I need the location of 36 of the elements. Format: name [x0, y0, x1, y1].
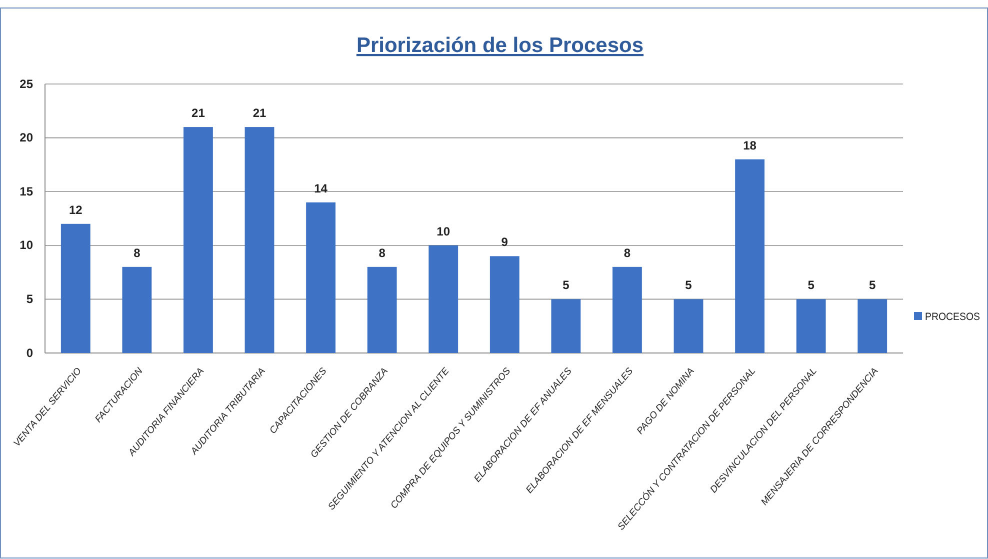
data-label: 5	[562, 278, 570, 292]
data-label: 8	[624, 246, 631, 260]
bar	[735, 159, 764, 353]
bar	[367, 266, 397, 353]
bar	[428, 245, 458, 353]
data-label: 21	[192, 106, 206, 120]
y-tick-label: 10	[20, 238, 34, 252]
data-label: 9	[501, 235, 508, 250]
bar	[490, 256, 520, 353]
bar	[184, 127, 213, 353]
y-tick-label: 0	[26, 346, 34, 360]
bar	[551, 299, 581, 353]
bar	[122, 266, 152, 353]
data-label: 5	[685, 278, 692, 292]
bar	[612, 266, 642, 353]
data-label: 8	[378, 246, 386, 260]
bar	[306, 202, 336, 353]
data-label: 14	[314, 181, 328, 196]
data-label: 21	[252, 106, 266, 120]
legend-label: PROCESOS	[925, 311, 985, 323]
bar	[244, 127, 274, 353]
data-label: 18	[743, 138, 757, 152]
bar	[674, 299, 704, 353]
y-tick-label: 15	[20, 184, 34, 198]
bar	[858, 299, 888, 353]
y-tick-label: 5	[26, 292, 34, 306]
y-tick-label: 20	[20, 130, 34, 145]
data-label: 8	[134, 246, 141, 260]
bar	[60, 224, 90, 353]
data-label: 5	[808, 278, 815, 292]
data-label: 10	[436, 224, 450, 238]
data-label: 5	[869, 278, 876, 292]
data-label: 12	[68, 202, 83, 217]
chart-title: Priorización de los Procesos	[356, 34, 644, 57]
bar	[796, 299, 826, 353]
y-tick-label: 25	[20, 76, 34, 91]
